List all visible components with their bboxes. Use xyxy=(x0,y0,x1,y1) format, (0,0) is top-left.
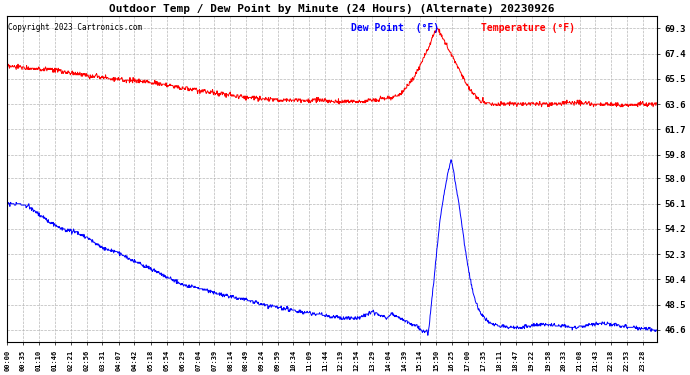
Text: Temperature (°F): Temperature (°F) xyxy=(482,23,575,33)
Text: Dew Point  (°F): Dew Point (°F) xyxy=(351,23,440,33)
Title: Outdoor Temp / Dew Point by Minute (24 Hours) (Alternate) 20230926: Outdoor Temp / Dew Point by Minute (24 H… xyxy=(109,4,555,14)
Text: Copyright 2023 Cartronics.com: Copyright 2023 Cartronics.com xyxy=(8,23,143,32)
